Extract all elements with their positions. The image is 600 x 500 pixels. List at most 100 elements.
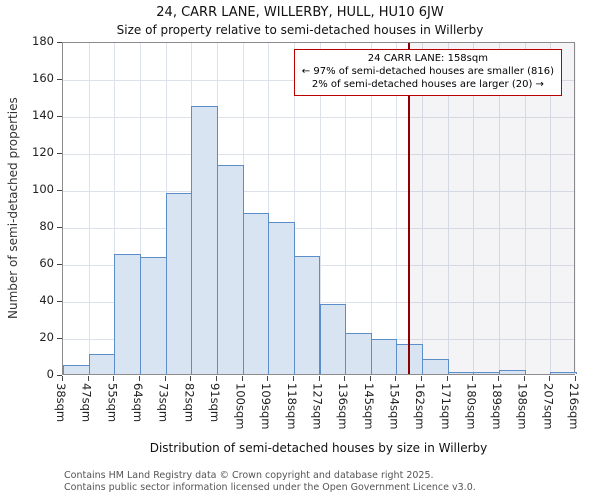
- gridline-vertical: [422, 43, 424, 374]
- y-tick-mark: [57, 42, 62, 43]
- x-tick-label: 73sqm: [156, 383, 171, 423]
- x-tick-mark: [215, 376, 217, 381]
- footer-line1: Contains HM Land Registry data © Crown c…: [64, 470, 434, 481]
- gridline-horizontal: [63, 191, 574, 192]
- x-tick-mark: [344, 376, 346, 381]
- y-tick-label: 20: [39, 330, 54, 344]
- x-tick-mark: [369, 376, 371, 381]
- histogram-bar: [114, 253, 141, 374]
- gridline-vertical: [524, 43, 526, 374]
- x-tick-label: 207sqm: [541, 383, 556, 430]
- annotation-line1: 24 CARR LANE: 158sqm: [367, 53, 488, 64]
- y-tick-label: 0: [46, 367, 54, 381]
- histogram-bar: [447, 372, 475, 374]
- histogram-bar: [165, 192, 193, 374]
- y-tick-mark: [57, 375, 62, 376]
- gridline-horizontal: [63, 154, 574, 155]
- histogram-bar: [216, 164, 244, 374]
- gridline-vertical: [114, 43, 116, 374]
- x-tick-mark: [549, 376, 551, 381]
- histogram-bar: [63, 364, 90, 374]
- gridline-vertical: [499, 43, 501, 374]
- x-tick-mark: [292, 376, 294, 381]
- histogram-bar: [88, 353, 116, 374]
- x-tick-label: 47sqm: [79, 383, 94, 423]
- x-axis-label: Distribution of semi-detached houses by …: [149, 441, 488, 455]
- gridline-vertical: [396, 43, 398, 374]
- x-tick-mark: [87, 376, 89, 381]
- x-tick-mark: [421, 376, 423, 381]
- y-tick-label: 100: [32, 182, 54, 196]
- gridline-vertical: [473, 43, 475, 374]
- gridline-vertical: [550, 43, 552, 374]
- gridline-vertical: [319, 43, 321, 374]
- y-tick-mark: [57, 264, 62, 265]
- x-tick-label: 145sqm: [361, 383, 376, 430]
- gridline-vertical: [293, 43, 295, 374]
- histogram-bar: [499, 370, 526, 374]
- x-tick-label: 136sqm: [336, 383, 351, 430]
- x-tick-label: 198sqm: [515, 383, 530, 430]
- x-tick-mark: [446, 376, 448, 381]
- y-tick-mark: [57, 301, 62, 302]
- x-tick-label: 180sqm: [464, 383, 479, 430]
- y-tick-label: 120: [32, 145, 54, 159]
- x-tick-label: 91sqm: [207, 383, 222, 423]
- histogram-bar: [139, 257, 167, 374]
- y-tick-label: 40: [39, 293, 54, 307]
- histogram-bar: [473, 372, 501, 374]
- x-tick-label: 171sqm: [438, 383, 453, 430]
- chart-subtitle: Size of property relative to semi-detach…: [116, 23, 484, 37]
- x-tick-mark: [523, 376, 525, 381]
- x-tick-mark: [472, 376, 474, 381]
- x-tick-label: 82sqm: [182, 383, 197, 423]
- y-axis-label: Number of semi-detached properties: [6, 97, 20, 320]
- gridline-vertical: [139, 43, 141, 374]
- histogram-bar: [550, 372, 577, 374]
- y-tick-mark: [57, 116, 62, 117]
- y-tick-mark: [57, 338, 62, 339]
- y-tick-mark: [57, 227, 62, 228]
- histogram-bar: [370, 338, 398, 374]
- x-tick-mark: [113, 376, 115, 381]
- y-tick-label: 80: [39, 219, 54, 233]
- histogram-bar: [191, 105, 218, 374]
- x-tick-label: 127sqm: [310, 383, 325, 430]
- histogram-bar: [422, 359, 449, 374]
- x-tick-mark: [62, 376, 63, 381]
- x-tick-mark: [164, 376, 166, 381]
- x-tick-label: 154sqm: [387, 383, 402, 430]
- y-tick-mark: [57, 153, 62, 154]
- x-tick-mark: [241, 376, 243, 381]
- y-tick-mark: [57, 79, 62, 80]
- chart-title: 24, CARR LANE, WILLERBY, HULL, HU10 6JW: [156, 5, 444, 20]
- x-tick-mark: [395, 376, 397, 381]
- x-tick-label: 64sqm: [130, 383, 145, 423]
- y-tick-mark: [57, 190, 62, 191]
- histogram-bar: [268, 222, 295, 374]
- footer-line2: Contains public sector information licen…: [64, 482, 476, 494]
- histogram-bar: [293, 255, 321, 374]
- footer: Contains HM Land Registry data © Crown c…: [64, 470, 476, 495]
- gridline-vertical: [370, 43, 372, 374]
- x-tick-label: 162sqm: [413, 383, 428, 430]
- y-tick-label: 60: [39, 256, 54, 270]
- x-tick-label: 55sqm: [105, 383, 120, 423]
- marker-annotation: 24 CARR LANE: 158sqm ← 97% of semi-detac…: [293, 49, 562, 96]
- histogram-bar: [319, 303, 347, 374]
- plot-area: 24 CARR LANE: 158sqm ← 97% of semi-detac…: [62, 42, 577, 375]
- annotation-line3: 2% of semi-detached houses are larger (2…: [311, 79, 544, 91]
- x-tick-label: 189sqm: [490, 383, 505, 430]
- y-tick-label: 140: [32, 108, 54, 122]
- gridline-vertical: [345, 43, 347, 374]
- histogram-bar: [345, 333, 372, 374]
- x-tick-mark: [318, 376, 320, 381]
- histogram-bar: [242, 213, 270, 374]
- gridline-horizontal: [63, 117, 574, 118]
- y-tick-label: 160: [32, 71, 54, 85]
- x-tick-mark: [190, 376, 192, 381]
- gridline-horizontal: [63, 228, 574, 229]
- x-tick-mark: [498, 376, 500, 381]
- property-size-marker-line: [408, 43, 411, 374]
- larger-region-shade: [409, 43, 576, 374]
